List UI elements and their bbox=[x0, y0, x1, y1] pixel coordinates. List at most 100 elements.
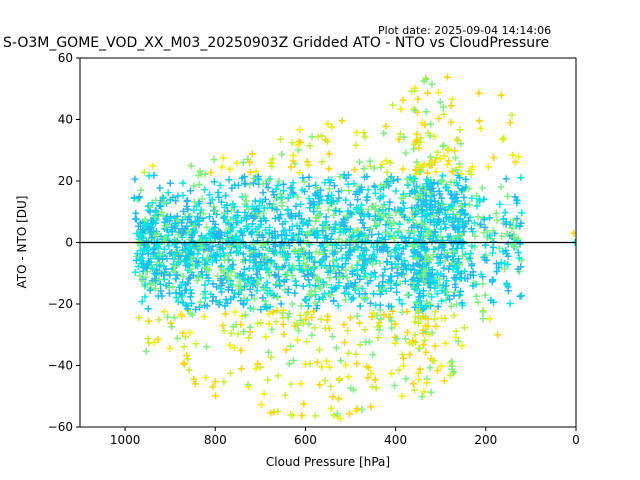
data-point bbox=[311, 299, 319, 306]
data-point bbox=[496, 200, 504, 208]
data-point bbox=[449, 205, 457, 213]
data-point bbox=[338, 254, 346, 262]
data-point bbox=[431, 308, 439, 316]
data-point bbox=[187, 187, 194, 195]
data-point bbox=[277, 135, 284, 143]
data-point bbox=[480, 216, 488, 224]
data-point bbox=[148, 234, 156, 242]
data-point bbox=[516, 240, 524, 248]
data-point bbox=[321, 324, 329, 332]
data-point bbox=[391, 339, 399, 347]
data-point bbox=[225, 242, 233, 250]
data-point bbox=[240, 214, 248, 222]
data-point bbox=[188, 299, 195, 307]
data-point bbox=[264, 176, 272, 184]
data-point bbox=[333, 410, 341, 418]
data-point bbox=[466, 254, 474, 262]
data-point bbox=[353, 129, 360, 137]
data-point bbox=[324, 192, 332, 200]
data-point bbox=[313, 184, 321, 192]
data-point bbox=[286, 212, 294, 220]
data-point bbox=[179, 179, 187, 187]
data-point bbox=[368, 255, 375, 263]
data-point bbox=[447, 372, 454, 379]
data-point bbox=[370, 164, 378, 172]
data-point bbox=[453, 135, 461, 143]
data-point bbox=[228, 286, 236, 294]
data-point bbox=[288, 184, 296, 192]
data-point bbox=[212, 256, 220, 264]
data-point bbox=[512, 243, 520, 251]
data-point bbox=[356, 275, 364, 283]
data-point bbox=[434, 215, 442, 223]
data-point bbox=[248, 229, 255, 237]
data-point bbox=[199, 271, 207, 279]
y-tick-label: −20 bbox=[48, 297, 73, 311]
data-point bbox=[411, 318, 419, 326]
data-point bbox=[150, 171, 158, 179]
data-point bbox=[222, 218, 230, 226]
data-point bbox=[173, 334, 181, 342]
data-point bbox=[335, 194, 343, 202]
data-point bbox=[341, 339, 348, 346]
data-point bbox=[312, 192, 320, 200]
data-point bbox=[364, 279, 372, 287]
data-point bbox=[306, 142, 314, 150]
data-point bbox=[294, 193, 302, 201]
data-point bbox=[154, 336, 162, 343]
data-point bbox=[254, 320, 262, 328]
data-point bbox=[383, 258, 391, 266]
data-point bbox=[430, 217, 438, 225]
data-point bbox=[340, 227, 347, 235]
data-point bbox=[372, 257, 380, 265]
data-point bbox=[428, 184, 436, 192]
data-point bbox=[240, 173, 248, 181]
data-point bbox=[157, 202, 165, 210]
data-point bbox=[325, 165, 333, 173]
data-point bbox=[150, 249, 158, 257]
data-point bbox=[296, 126, 304, 134]
data-point bbox=[248, 203, 256, 211]
data-point bbox=[153, 258, 161, 266]
data-point bbox=[192, 257, 200, 265]
data-point bbox=[298, 215, 305, 223]
data-point bbox=[182, 333, 189, 341]
data-point bbox=[298, 186, 306, 194]
data-point bbox=[317, 196, 325, 204]
data-point bbox=[234, 249, 242, 257]
data-point bbox=[353, 405, 361, 413]
data-point bbox=[424, 89, 431, 97]
data-point bbox=[362, 338, 370, 346]
data-point bbox=[376, 326, 383, 334]
data-point bbox=[257, 401, 265, 409]
data-point bbox=[206, 191, 213, 199]
data-point bbox=[437, 225, 445, 233]
data-point bbox=[367, 370, 375, 378]
data-point bbox=[241, 192, 249, 200]
data-point bbox=[130, 194, 138, 202]
data-point bbox=[412, 194, 419, 202]
data-point bbox=[458, 299, 466, 307]
data-point bbox=[323, 223, 331, 231]
data-point bbox=[399, 199, 407, 207]
data-point bbox=[259, 209, 267, 217]
data-point bbox=[471, 232, 479, 240]
data-point bbox=[190, 182, 198, 190]
data-point bbox=[155, 276, 163, 284]
data-point bbox=[161, 218, 168, 226]
data-point bbox=[296, 311, 304, 319]
data-point bbox=[458, 207, 466, 215]
data-point bbox=[401, 262, 409, 269]
data-point bbox=[346, 209, 354, 217]
data-point bbox=[428, 271, 436, 279]
data-point bbox=[369, 309, 377, 317]
data-point bbox=[194, 250, 202, 258]
data-point bbox=[184, 227, 192, 235]
data-point bbox=[318, 132, 326, 140]
data-point bbox=[330, 211, 338, 219]
data-point bbox=[156, 251, 164, 259]
data-point bbox=[347, 280, 355, 288]
data-point bbox=[515, 254, 523, 262]
data-point bbox=[459, 238, 467, 246]
